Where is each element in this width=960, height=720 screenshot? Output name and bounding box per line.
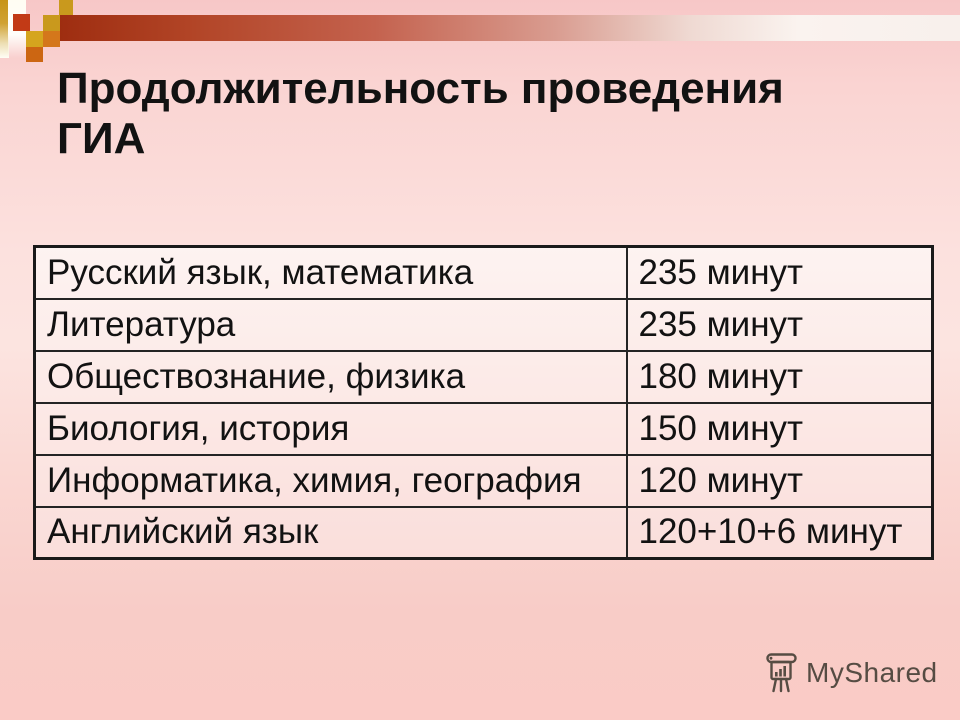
duration-cell: 180 минут bbox=[625, 349, 934, 404]
top-gradient-bar bbox=[59, 15, 960, 41]
myshared-watermark: MyShared bbox=[763, 648, 938, 698]
slide-title: Продолжительность проведения ГИА bbox=[57, 64, 784, 163]
duration-cell: 120+10+6 минут bbox=[625, 505, 934, 560]
table-row: Литература 235 минут bbox=[33, 297, 934, 352]
table-row: Информатика, химия, география 120 минут bbox=[33, 453, 934, 508]
duration-cell: 150 минут bbox=[625, 401, 934, 456]
table-row: Русский язык, математика 235 минут bbox=[33, 245, 934, 300]
subject-cell: Информатика, химия, география bbox=[33, 453, 628, 508]
subject-cell: Биология, история bbox=[33, 401, 628, 456]
subject-cell: Русский язык, математика bbox=[33, 245, 628, 300]
deco-square-gold-a bbox=[43, 15, 60, 31]
table-body: Русский язык, математика 235 минут Литерат… bbox=[33, 245, 934, 560]
duration-cell: 235 минут bbox=[625, 245, 934, 300]
gold-gradient-strip bbox=[0, 0, 9, 58]
deco-square-orange-d bbox=[26, 47, 43, 62]
table-row: Английский язык 120+10+6 минут bbox=[33, 505, 934, 560]
flipchart-chart-icon bbox=[766, 653, 797, 693]
duration-table: Русский язык, математика 235 минут Литерат… bbox=[33, 245, 934, 560]
subject-cell: Литература bbox=[33, 297, 628, 352]
duration-cell: 120 минут bbox=[625, 453, 934, 508]
table-row: Биология, история 150 минут bbox=[33, 401, 934, 456]
table-row: Обществознание, физика 180 минут bbox=[33, 349, 934, 404]
deco-square-orange-c bbox=[43, 31, 60, 47]
subject-cell: Английский язык bbox=[33, 505, 628, 560]
deco-square-gold-b bbox=[26, 31, 43, 47]
deco-square-gold-top bbox=[59, 0, 73, 15]
subject-cell: Обществознание, физика bbox=[33, 349, 628, 404]
deco-square-red bbox=[13, 14, 30, 31]
duration-cell: 235 минут bbox=[625, 297, 934, 352]
watermark-label: MyShared bbox=[806, 657, 938, 688]
